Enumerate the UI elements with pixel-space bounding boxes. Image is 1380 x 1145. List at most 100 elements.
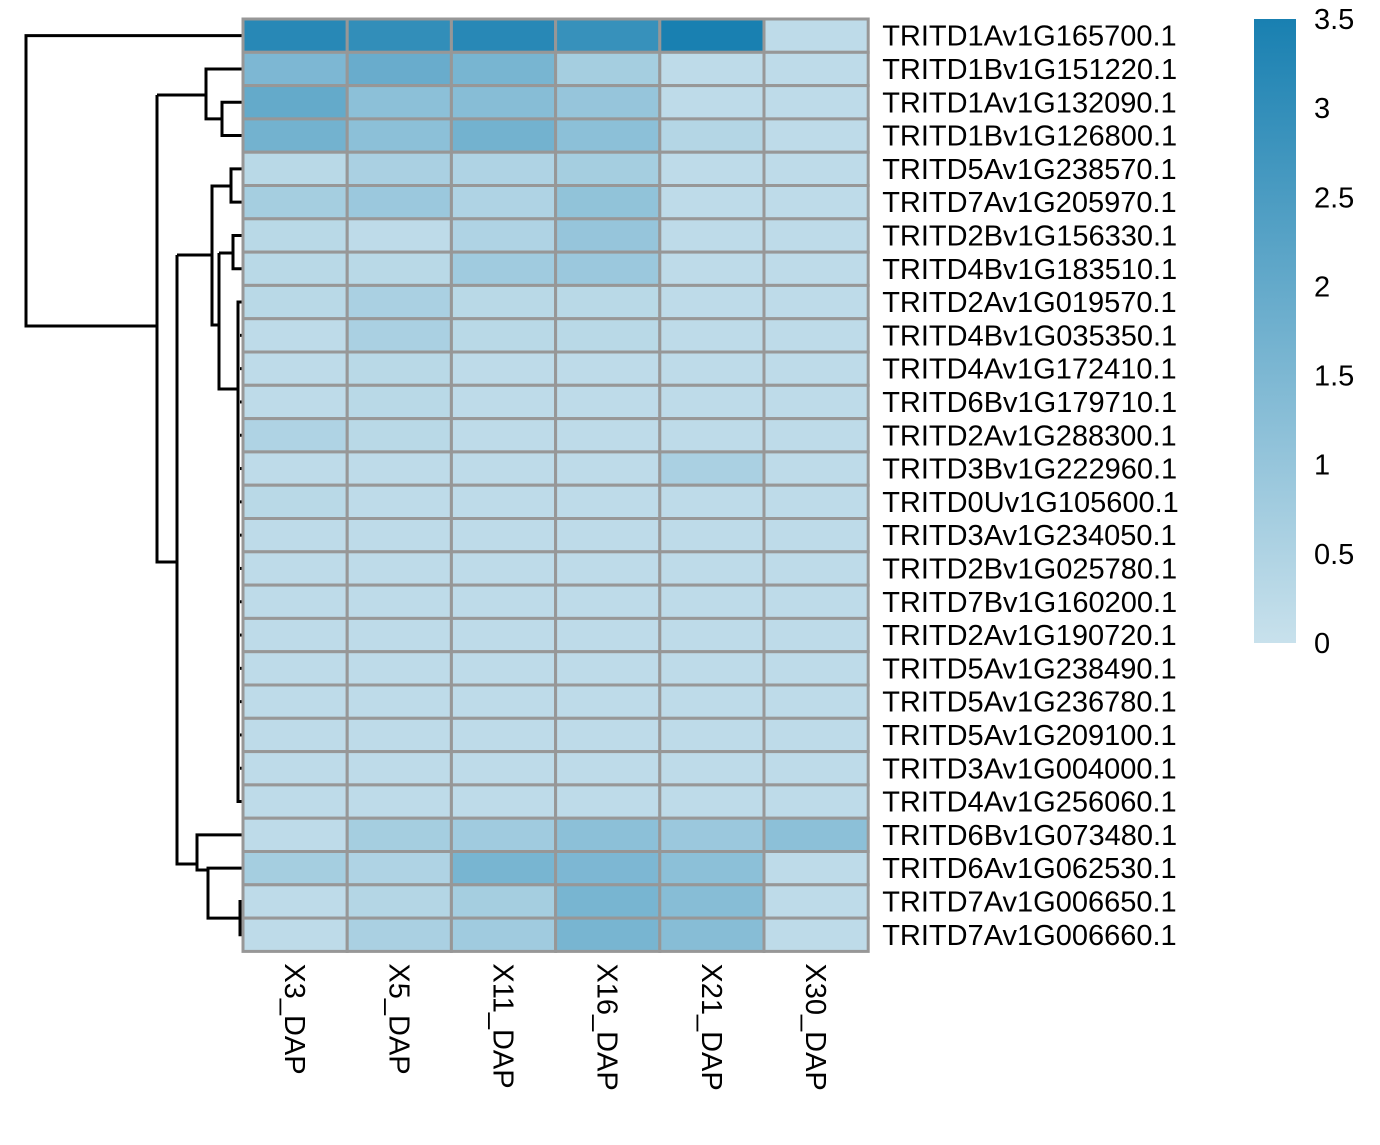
- heatmap-cell: [345, 317, 453, 354]
- heatmap-cell: [554, 50, 662, 88]
- heatmap-cell: [449, 517, 558, 554]
- heatmap-cell: [449, 350, 558, 387]
- heatmap-cell: [449, 317, 558, 354]
- heatmap-cell: [241, 383, 349, 421]
- heatmap-cell: [658, 550, 766, 587]
- dendrogram-branch: [236, 300, 243, 804]
- heatmap-cell: [241, 50, 349, 88]
- heatmap-cell: [658, 150, 766, 187]
- heatmap-cell: [345, 84, 453, 121]
- heatmap-cell: [241, 350, 349, 387]
- column-label: X30_DAP: [799, 963, 831, 1090]
- heatmap-cell: [241, 850, 349, 887]
- heatmap-cell: [241, 517, 349, 554]
- row-label: TRITD1Bv1G126800.1: [882, 121, 1177, 153]
- heatmap-cell: [345, 583, 453, 620]
- heatmap-cell: [449, 117, 558, 154]
- heatmap-cell: [554, 217, 662, 254]
- heatmap-cell: [554, 483, 662, 521]
- heatmap-cell: [658, 84, 766, 121]
- heatmap-cell: [658, 716, 766, 754]
- row-label: TRITD4Av1G172410.1: [882, 354, 1176, 386]
- heatmap-cell: [241, 417, 349, 454]
- heatmap-cell: [449, 783, 558, 820]
- heatmap-cell: [345, 783, 453, 820]
- heatmap-cell: [554, 317, 662, 354]
- heatmap-cell: [554, 283, 662, 321]
- heatmap-cell: [762, 150, 870, 187]
- row-label: TRITD3Av1G234050.1: [882, 520, 1176, 552]
- legend-color-bar: [1254, 19, 1296, 643]
- dendrogram-branch: [195, 833, 243, 872]
- heatmap-cell: [345, 150, 453, 187]
- heatmap-cell: [345, 816, 453, 854]
- legend-tick-label: 2: [1314, 271, 1330, 303]
- heatmap-cell: [554, 750, 662, 787]
- heatmap-cell: [762, 250, 870, 287]
- column-label: X5_DAP: [382, 963, 414, 1074]
- heatmap-cell: [658, 883, 766, 920]
- heatmap-cell: [554, 583, 662, 620]
- heatmap-cell: [345, 184, 453, 221]
- heatmap-cell: [762, 17, 870, 54]
- heatmap-cell: [449, 50, 558, 88]
- row-label: TRITD5Av1G238490.1: [882, 653, 1176, 685]
- heatmap-cell: [762, 916, 870, 953]
- heatmap-cell: [762, 583, 870, 620]
- heatmap-cell: [241, 250, 349, 287]
- dendrogram-branch: [229, 167, 243, 204]
- heatmap-cell: [658, 683, 766, 720]
- heatmap-cell: [345, 350, 453, 387]
- row-label: TRITD3Bv1G222960.1: [882, 454, 1177, 486]
- heatmap-cell: [449, 816, 558, 854]
- heatmap-cell: [241, 916, 349, 953]
- heatmap-cell: [449, 17, 558, 54]
- heatmap-cell: [554, 716, 662, 754]
- heatmap-cell: [554, 883, 662, 920]
- heatmap-cell: [762, 283, 870, 321]
- heatmap-cell: [658, 650, 766, 687]
- row-label: TRITD7Bv1G160200.1: [882, 587, 1177, 619]
- row-label: TRITD2Av1G019570.1: [882, 287, 1176, 319]
- heatmap-cell: [658, 750, 766, 787]
- row-label: TRITD4Bv1G183510.1: [882, 254, 1177, 286]
- heatmap-cell: [449, 916, 558, 953]
- heatmap-cell: [658, 17, 766, 54]
- heatmap-cell: [762, 616, 870, 654]
- heatmap-cell: [449, 683, 558, 720]
- heatmap-cell: [449, 616, 558, 654]
- heatmap-cell: [241, 283, 349, 321]
- heatmap-cell: [658, 50, 766, 88]
- heatmap-cell: [762, 217, 870, 254]
- heatmap-cell: [345, 450, 453, 487]
- heatmap-cell: [241, 550, 349, 587]
- dendrogram-branch: [220, 100, 243, 138]
- row-label: TRITD7Av1G006650.1: [882, 886, 1176, 918]
- heatmap-cell: [449, 383, 558, 421]
- row-label: TRITD7Av1G006660.1: [882, 920, 1176, 952]
- heatmap-cell: [658, 583, 766, 620]
- column-label: X3_DAP: [278, 963, 310, 1074]
- column-label: X16_DAP: [591, 963, 623, 1090]
- row-dendrogram: [24, 34, 243, 937]
- heatmap-cell: [345, 283, 453, 321]
- heatmap-cell: [762, 650, 870, 687]
- heatmap-cell: [449, 250, 558, 287]
- dendrogram-branch: [210, 184, 231, 327]
- heatmap-cell: [449, 184, 558, 221]
- heatmap-cell: [241, 483, 349, 521]
- dendrogram-branch: [204, 67, 243, 121]
- row-label: TRITD6Bv1G179710.1: [882, 387, 1177, 419]
- heatmap-cell: [554, 916, 662, 953]
- row-label: TRITD1Bv1G151220.1: [882, 54, 1177, 86]
- heatmap-cell: [762, 50, 870, 88]
- heatmap-cell: [658, 450, 766, 487]
- heatmap-cell: [762, 783, 870, 820]
- heatmap-cell: [554, 383, 662, 421]
- heatmap-cell: [241, 750, 349, 787]
- heatmap-cell: [449, 716, 558, 754]
- heatmap-cell: [449, 84, 558, 121]
- row-label: TRITD0Uv1G105600.1: [882, 487, 1179, 519]
- heatmap-cell: [345, 850, 453, 887]
